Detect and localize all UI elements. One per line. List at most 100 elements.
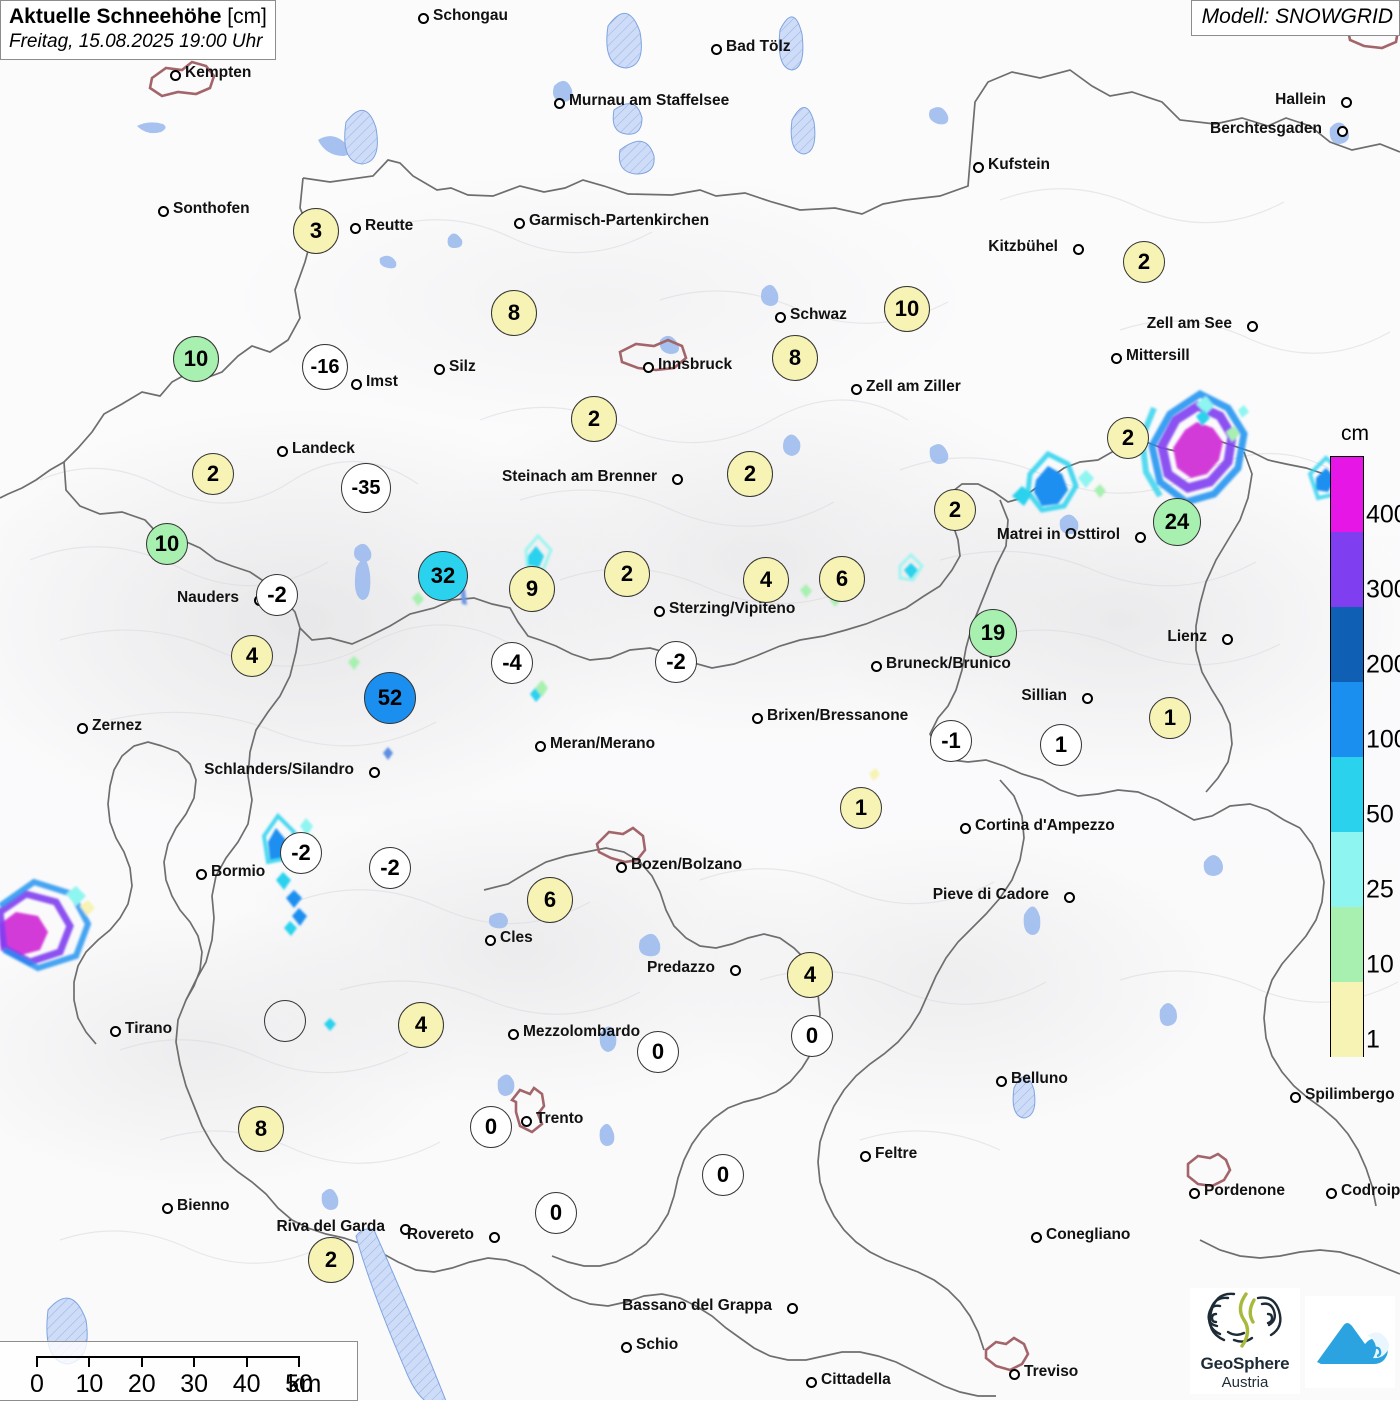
station-value-bubble[interactable]: 4 bbox=[398, 1002, 444, 1048]
city-dot-icon bbox=[110, 1026, 121, 1037]
station-value-bubble[interactable]: 0 bbox=[470, 1106, 512, 1148]
city-label: Kufstein bbox=[988, 156, 1050, 173]
station-value-bubble[interactable]: 24 bbox=[1153, 498, 1201, 546]
mountain-cloud-icon bbox=[1317, 1323, 1389, 1364]
station-value-bubble[interactable]: 2 bbox=[934, 489, 976, 531]
station-value-bubble[interactable]: -2 bbox=[369, 847, 411, 889]
lakes bbox=[46, 13, 1036, 1400]
city-label: Landeck bbox=[292, 440, 355, 457]
station-value-bubble[interactable]: 4 bbox=[231, 635, 273, 677]
station-value-bubble[interactable]: -2 bbox=[655, 641, 697, 683]
color-legend[interactable]: 400 300 200 100 50 25 10 1 bbox=[1330, 456, 1400, 1057]
station-value-bubble[interactable]: 0 bbox=[702, 1154, 744, 1196]
city-dot-icon bbox=[643, 362, 654, 373]
city-label: Spilimbergo bbox=[1305, 1086, 1395, 1103]
city-dot-icon bbox=[535, 741, 546, 752]
city-dot-icon bbox=[787, 1303, 798, 1314]
station-value-bubble[interactable] bbox=[264, 1000, 306, 1042]
station-value-bubble[interactable]: 2 bbox=[1107, 417, 1149, 459]
city-label: Schlanders/Silandro bbox=[204, 761, 354, 778]
scale-bar: 0 10 20 30 40 50 km bbox=[0, 1341, 358, 1401]
city-label: Sillian bbox=[1021, 687, 1067, 704]
station-value-bubble[interactable]: 8 bbox=[238, 1106, 284, 1152]
geosphere-subname: Austria bbox=[1221, 1374, 1269, 1391]
station-value-bubble[interactable]: 8 bbox=[772, 335, 818, 381]
station-value-bubble[interactable]: 8 bbox=[491, 290, 537, 336]
city-dot-icon bbox=[960, 823, 971, 834]
legend-band bbox=[1330, 682, 1364, 757]
city-label: Cortina d'Ampezzo bbox=[975, 817, 1115, 834]
city-dot-icon bbox=[489, 1232, 500, 1243]
legend-tick-label: 50 bbox=[1366, 800, 1394, 828]
city-label: Mittersill bbox=[1126, 347, 1190, 364]
city-label: Meran/Merano bbox=[550, 735, 656, 752]
title-text: Aktuelle Schneehöhe bbox=[9, 5, 222, 28]
station-value-bubble[interactable]: 1 bbox=[1040, 724, 1082, 766]
city-label: Mezzolombardo bbox=[523, 1023, 641, 1040]
city-label: Tirano bbox=[125, 1020, 173, 1037]
station-value-bubble[interactable]: 32 bbox=[418, 551, 468, 601]
station-value-bubble[interactable]: 2 bbox=[604, 551, 650, 597]
station-value-bubble[interactable]: -1 bbox=[930, 720, 972, 762]
city-dot-icon bbox=[521, 1116, 532, 1127]
city-dot-icon bbox=[1073, 244, 1084, 255]
station-value-bubble[interactable]: 3 bbox=[293, 208, 339, 254]
station-value-bubble[interactable]: 0 bbox=[637, 1031, 679, 1073]
city-dot-icon bbox=[77, 723, 88, 734]
station-value-bubble[interactable]: -2 bbox=[256, 574, 298, 616]
city-dot-icon bbox=[996, 1076, 1007, 1087]
station-value-bubble[interactable]: 10 bbox=[884, 286, 930, 332]
city-dot-icon bbox=[514, 218, 525, 229]
geosphere-mark bbox=[1207, 1292, 1282, 1348]
city-dot-icon bbox=[1247, 321, 1258, 332]
scale-tick-label: 20 bbox=[127, 1370, 156, 1398]
terrain-shading bbox=[29, 188, 1399, 1264]
legend-tick-label: 400 bbox=[1366, 500, 1400, 528]
station-value-bubble[interactable]: -35 bbox=[341, 463, 391, 513]
station-value-bubble[interactable]: 2 bbox=[727, 451, 773, 497]
city-dot-icon bbox=[369, 767, 380, 778]
station-value-bubble[interactable]: 19 bbox=[969, 609, 1017, 657]
station-value-bubble[interactable]: 2 bbox=[308, 1237, 354, 1283]
city-dot-icon bbox=[350, 223, 361, 234]
station-value-bubble[interactable]: 2 bbox=[192, 453, 234, 495]
legend-unit-label: cm bbox=[1341, 422, 1369, 445]
city-label: Schongau bbox=[433, 7, 508, 24]
title-unit: [cm] bbox=[227, 5, 267, 28]
station-value-bubble[interactable]: 0 bbox=[535, 1192, 577, 1234]
scale-tick-label: 50 bbox=[285, 1370, 313, 1398]
station-value-bubble[interactable]: 9 bbox=[509, 566, 555, 612]
station-value-bubble[interactable]: 10 bbox=[173, 336, 219, 382]
station-value-bubble[interactable]: -4 bbox=[491, 642, 533, 684]
station-value-bubble[interactable]: 1 bbox=[840, 787, 882, 829]
station-value-bubble[interactable]: 52 bbox=[364, 672, 416, 724]
station-value-bubble[interactable]: 0 bbox=[791, 1015, 833, 1057]
city-dot-icon bbox=[851, 384, 862, 395]
city-dot-icon bbox=[351, 379, 362, 390]
station-value-bubble[interactable]: -2 bbox=[280, 832, 322, 874]
city-label: Bormio bbox=[211, 863, 266, 880]
city-label: Kempten bbox=[185, 64, 252, 81]
station-value-bubble[interactable]: 6 bbox=[819, 556, 865, 602]
scale-tick-label: 10 bbox=[75, 1370, 104, 1398]
station-value-bubble[interactable]: 4 bbox=[743, 557, 789, 603]
station-value-bubble[interactable]: 4 bbox=[787, 952, 833, 998]
city-label: Codroipo bbox=[1341, 1182, 1400, 1199]
city-dot-icon bbox=[508, 1029, 519, 1040]
station-value-bubble[interactable]: 10 bbox=[146, 523, 188, 565]
legend-tick-label: 300 bbox=[1366, 575, 1400, 603]
station-value-bubble[interactable]: 2 bbox=[571, 396, 617, 442]
legend-band bbox=[1330, 456, 1364, 532]
city-label: Cittadella bbox=[821, 1371, 891, 1388]
city-outlines bbox=[148, 20, 1400, 1372]
city-dot-icon bbox=[418, 13, 429, 24]
station-value-bubble[interactable]: 2 bbox=[1123, 241, 1165, 283]
station-value-bubble[interactable]: 6 bbox=[527, 877, 573, 923]
scale-unit-label: km bbox=[288, 1370, 322, 1398]
city-label: Hallein bbox=[1275, 91, 1326, 108]
station-value-bubble[interactable]: 1 bbox=[1149, 697, 1191, 739]
station-value-bubble[interactable]: -16 bbox=[302, 344, 348, 390]
scale-tick bbox=[245, 1356, 248, 1367]
scale-tick-label: 40 bbox=[232, 1370, 261, 1398]
